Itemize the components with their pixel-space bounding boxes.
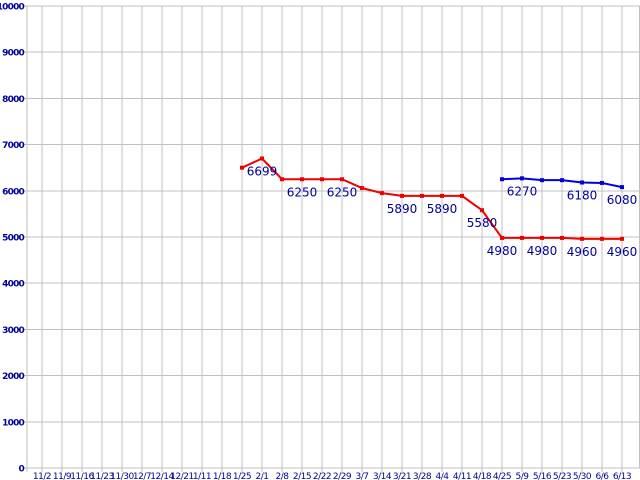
x-tick-label: 12/14: [150, 472, 174, 480]
x-tick-label: 2/22: [313, 472, 331, 480]
point-value-label: 6080: [607, 193, 638, 207]
gridlines: [24, 5, 640, 472]
data-point-marker: [560, 235, 564, 240]
y-tick-label: 2000: [2, 372, 24, 382]
series-line: [241, 157, 622, 240]
y-tick-label: 0: [19, 465, 25, 475]
point-value-label: 6250: [327, 185, 358, 199]
x-tick-label: 3/14: [373, 472, 392, 480]
data-point-marker: [240, 165, 244, 170]
point-value-label: 5890: [387, 202, 418, 216]
y-tick-label: 5000: [2, 234, 24, 244]
data-point-marker: [560, 178, 564, 183]
data-point-marker: [400, 193, 404, 198]
data-point-marker: [520, 235, 524, 240]
data-point-marker: [540, 235, 544, 240]
y-tick-label: 10000: [0, 3, 25, 13]
point-value-label: 4960: [567, 245, 598, 259]
data-point-marker: [480, 208, 484, 213]
data-point-marker: [620, 236, 624, 241]
data-point-marker: [580, 236, 584, 241]
point-value-label: 4960: [607, 245, 638, 259]
data-point-marker: [340, 177, 344, 182]
x-tick-label: 6/13: [613, 472, 631, 480]
point-value-label: 4980: [527, 244, 558, 258]
x-tick-label: 12/21: [170, 472, 193, 480]
data-point-marker: [260, 156, 264, 161]
data-point-marker: [300, 177, 304, 182]
x-tick-label: 5/9: [516, 472, 530, 480]
data-point-marker: [360, 186, 364, 191]
y-tick-label: 1000: [2, 418, 24, 428]
data-point-marker: [520, 176, 524, 181]
data-point-marker: [620, 185, 624, 190]
point-value-label: 6699: [247, 165, 278, 179]
x-tick-label: 1/18: [213, 472, 232, 480]
x-tick-label: 6/6: [596, 472, 610, 480]
x-tick-label: 2/1: [256, 472, 269, 480]
x-tick-label: 11/30: [110, 472, 134, 480]
x-tick-label: 2/29: [333, 472, 352, 480]
x-tick-label: 3/21: [393, 472, 411, 480]
data-point-marker: [500, 235, 504, 240]
x-tick-label: 5/30: [573, 472, 592, 480]
data-point-marker: [580, 180, 584, 185]
point-value-label: 5890: [427, 202, 458, 216]
x-tick-label: 3/7: [356, 472, 369, 480]
y-tick-label: 6000: [2, 187, 24, 197]
y-tick-label: 3000: [2, 326, 24, 336]
x-tick-label: 11/9: [53, 472, 72, 480]
x-tick-label: 5/23: [553, 472, 571, 480]
data-point-marker: [500, 177, 504, 182]
data-point-marker: [380, 191, 384, 196]
x-tick-label: 3/28: [413, 472, 432, 480]
x-tick-label: 11/23: [90, 472, 113, 480]
y-tick-label: 9000: [2, 49, 24, 59]
point-value-label: 5580: [467, 216, 498, 230]
data-point-marker: [460, 193, 464, 198]
data-point-marker: [540, 178, 544, 183]
point-value-label: 6270: [507, 184, 538, 198]
x-tick-label: 4/18: [473, 472, 492, 480]
x-tick-label: 12/7: [133, 472, 151, 480]
x-tick-label: 1/11: [193, 472, 211, 480]
point-value-label: 6250: [287, 185, 318, 199]
x-tick-label: 5/16: [533, 472, 552, 480]
y-axis-labels: 0 1000 2000 3000 4000 5000 6000 7000 8000 9000 100…: [0, 3, 25, 475]
data-point-marker: [320, 177, 324, 182]
x-tick-label: 11/16: [70, 472, 94, 480]
data-point-marker: [440, 193, 444, 198]
data-point-marker: [280, 177, 284, 182]
x-tick-label: 2/15: [293, 472, 311, 480]
x-tick-label: 4/4: [436, 472, 450, 480]
y-tick-label: 7000: [2, 141, 24, 151]
data-point-marker: [420, 193, 424, 198]
data-point-marker: [600, 236, 604, 241]
y-tick-label: 4000: [2, 280, 24, 290]
x-tick-label: 4/11: [453, 472, 471, 480]
x-tick-label: 11/2: [33, 472, 51, 480]
x-tick-label: 4/25: [493, 472, 511, 480]
series-2: 6270 6180 6080: [500, 176, 637, 207]
point-value-label: 6180: [567, 188, 598, 202]
y-tick-label: 8000: [2, 95, 24, 105]
series-1: 6699 6250 6250 5890 5890 5580 4980 4980 4960 4960: [240, 156, 638, 259]
x-tick-label: 1/25: [233, 472, 251, 480]
point-value-label: 4980: [487, 244, 518, 258]
x-tick-label: 2/8: [276, 472, 290, 480]
data-point-marker: [600, 180, 604, 185]
